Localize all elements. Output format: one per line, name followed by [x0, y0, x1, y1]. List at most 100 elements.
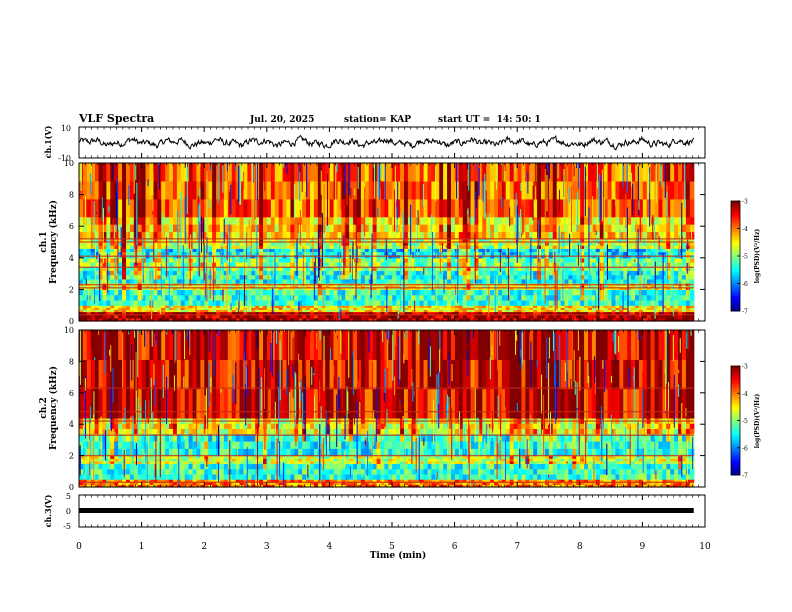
spectrogram-cell — [153, 242, 158, 246]
spectrogram-cell — [525, 314, 530, 319]
spectrogram-cell — [599, 309, 605, 313]
spectrogram-streak — [475, 163, 477, 171]
spectrogram-cell — [458, 231, 464, 240]
spectrogram-cell — [94, 307, 100, 311]
spectrogram-cell — [466, 216, 472, 225]
spectrogram-cell — [681, 224, 687, 233]
spectrogram-streak — [266, 291, 268, 307]
spectrogram-cell — [110, 242, 115, 246]
spectrogram-cell — [591, 242, 597, 246]
spectrogram-cell — [674, 251, 679, 256]
spectrogram-cell — [423, 180, 429, 200]
spectrogram-cell — [529, 317, 534, 322]
spectrogram-cell — [118, 248, 123, 253]
spectrogram-cell — [149, 245, 154, 249]
spectrogram-cell — [372, 224, 378, 233]
spectrogram-streak — [151, 163, 153, 178]
spectrogram-cell — [282, 242, 288, 246]
spectrogram-cell — [372, 266, 378, 272]
spectrogram-cell — [79, 307, 84, 311]
spectrogram-cell — [576, 242, 581, 246]
spectrogram-cell — [580, 317, 585, 322]
spectrogram-cell — [595, 245, 601, 249]
spectrogram-cell — [654, 266, 660, 272]
spectrogram-cell — [450, 262, 456, 267]
spectrogram-cell — [184, 305, 190, 308]
spectrogram-cell — [450, 266, 456, 272]
spectrogram-cell — [157, 242, 162, 246]
spectrogram-cell — [611, 216, 617, 225]
spectrogram-cell — [509, 245, 515, 249]
spectrogram-cell — [439, 307, 444, 311]
spectrogram-cell — [615, 216, 620, 225]
spectrogram-cell — [400, 242, 405, 246]
spectrogram-cell — [380, 180, 386, 200]
spectrogram-cell — [353, 307, 358, 311]
spectrogram-streak — [394, 165, 396, 203]
spectrogram-cell — [137, 180, 143, 200]
spectrogram-cell — [458, 180, 464, 200]
spectrogram-cell — [443, 305, 448, 308]
spectrogram-cell — [474, 309, 479, 313]
spectrogram-cell — [627, 248, 632, 253]
spectrogram-cell — [169, 270, 174, 276]
spectrogram-cell — [79, 309, 84, 313]
spectrogram-cell — [313, 248, 319, 253]
spectrogram-cell — [525, 299, 530, 306]
spectrogram-cell — [235, 274, 241, 280]
spectrogram-cell — [627, 266, 632, 272]
spectrogram-cell — [447, 309, 452, 313]
spectrogram-cell — [635, 198, 640, 218]
spectrogram-cell — [165, 289, 170, 296]
spectrogram-cell — [439, 311, 444, 316]
spectrogram-cell — [588, 245, 593, 249]
spectrogram-streak — [665, 260, 667, 284]
spectrogram-cell — [333, 242, 339, 246]
spectrogram-cell — [501, 198, 507, 218]
spectrogram-cell — [658, 317, 664, 322]
spectrogram-cell — [125, 262, 131, 267]
spectrogram-cell — [599, 314, 605, 319]
spectrogram-streak — [520, 182, 522, 191]
spectrogram-cell — [212, 262, 217, 267]
spectrogram-cell — [212, 251, 217, 256]
spectrogram-cell — [118, 314, 123, 319]
spectrogram-cell — [599, 299, 605, 306]
spectrogram-cell — [505, 180, 511, 200]
spectrogram-cell — [329, 270, 335, 276]
spectrogram-cell — [595, 307, 601, 311]
spectrogram-cell — [353, 224, 358, 233]
spectrogram-cell — [141, 317, 147, 322]
spectrogram-cell — [572, 198, 577, 218]
spectrogram-cell — [290, 231, 295, 240]
spectrogram-cell — [145, 274, 151, 280]
spectrogram-cell — [552, 198, 558, 218]
spectrogram-cell — [591, 248, 597, 253]
spectrogram-cell — [282, 274, 288, 280]
spectrogram-cell — [102, 266, 108, 272]
spectrogram-cell — [435, 262, 440, 267]
spectrogram-cell — [235, 309, 241, 313]
spectrogram-cell — [200, 287, 205, 290]
spectrogram-cell — [415, 245, 421, 249]
spectrogram-cell — [353, 270, 358, 276]
spectrogram-cell — [360, 270, 366, 276]
spectrogram-cell — [411, 262, 417, 267]
spectrogram-cell — [243, 309, 248, 313]
spectrogram-cell — [270, 224, 276, 233]
spectrogram-cell — [223, 287, 229, 290]
spectrogram-streak — [643, 278, 645, 289]
spectrogram-cell — [572, 224, 577, 233]
spectrogram-cell — [110, 287, 115, 290]
spectrogram-cell — [529, 231, 534, 240]
spectrogram-cell — [548, 163, 554, 182]
spectrogram-cell — [517, 309, 523, 313]
spectrogram-cell — [497, 285, 503, 288]
spectrogram-cell — [544, 238, 550, 243]
spectrogram-cell — [79, 289, 84, 296]
spectrogram-cell — [161, 305, 166, 308]
spectrogram-cell — [122, 251, 127, 256]
spectrogram-cell — [129, 251, 135, 256]
spectrogram-cell — [298, 285, 303, 288]
spectrogram-streak — [410, 204, 412, 255]
